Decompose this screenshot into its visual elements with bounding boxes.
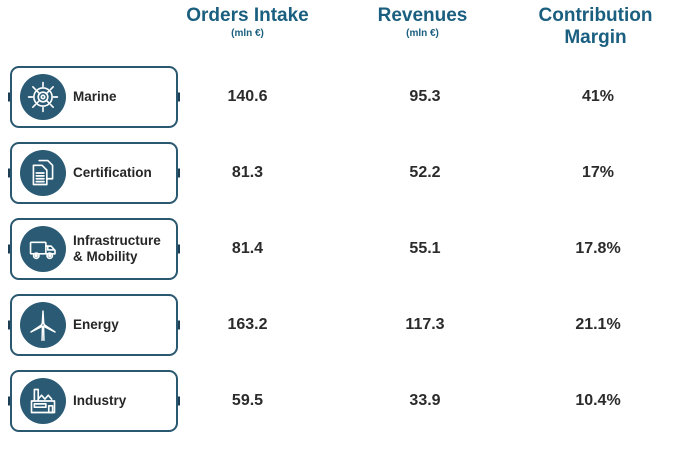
ship-helm-icon [20,74,66,120]
contribution-margin-value: 21.1% [575,316,621,333]
contribution-margin-value: 41% [581,88,615,105]
segment-label: Infrastructure & Mobility [73,232,161,264]
contribution-margin-value: 17.8% [575,240,621,257]
table-row-infrastructure-mobility: Infrastructure & Mobility 81.4 55.1 17.8… [0,218,676,280]
table-header: Orders Intake (mln €) Revenues (mln €) C… [0,0,676,49]
segment-label: Certification [73,164,152,180]
column-header-contribution-margin: Contribution Margin [515,5,676,49]
segment-label: Marine [73,88,117,104]
segment-card-certification: Certification [10,142,178,204]
orders-intake-value: 59.5 [231,392,264,409]
revenues-value: 95.3 [409,88,441,105]
orders-intake-value: 163.2 [227,316,268,333]
orders-intake-value: 81.4 [231,240,264,257]
column-header-unit: (mln €) [406,27,439,39]
column-header-revenues: Revenues (mln €) [340,5,505,39]
segment-label: Industry [73,392,127,408]
truck-icon [20,226,66,272]
factory-icon [20,378,66,424]
column-header-label: Revenues [377,5,468,26]
contribution-margin-value: 17% [581,164,615,181]
column-header-label: Contribution Margin [538,5,653,48]
segment-label: Energy [73,316,119,332]
segment-card-infrastructure-mobility: Infrastructure & Mobility [10,218,178,280]
segment-card-energy: Energy [10,294,178,356]
table-row-certification: Certification 81.3 52.2 17% [0,142,676,204]
table-row-marine: Marine 140.6 95.3 41% [0,66,676,128]
table-row-industry: Industry 59.5 33.9 10.4% [0,370,676,432]
orders-intake-value: 81.3 [231,164,264,181]
documents-icon [20,150,66,196]
column-header-label: Orders Intake [186,5,309,26]
segment-card-industry: Industry [10,370,178,432]
contribution-margin-value: 10.4% [575,392,621,409]
column-header-unit: (mln €) [231,27,264,39]
revenues-value: 52.2 [409,164,441,181]
wind-turbine-icon [20,302,66,348]
table-body: Marine 140.6 95.3 41% Cert [0,66,676,446]
segment-card-marine: Marine [10,66,178,128]
orders-intake-value: 140.6 [227,88,268,105]
column-header-orders-intake: Orders Intake (mln €) [165,5,330,39]
revenues-value: 33.9 [409,392,441,409]
table-row-energy: Energy 163.2 117.3 21.1% [0,294,676,356]
revenues-value: 55.1 [409,240,441,257]
revenues-value: 117.3 [405,316,445,333]
